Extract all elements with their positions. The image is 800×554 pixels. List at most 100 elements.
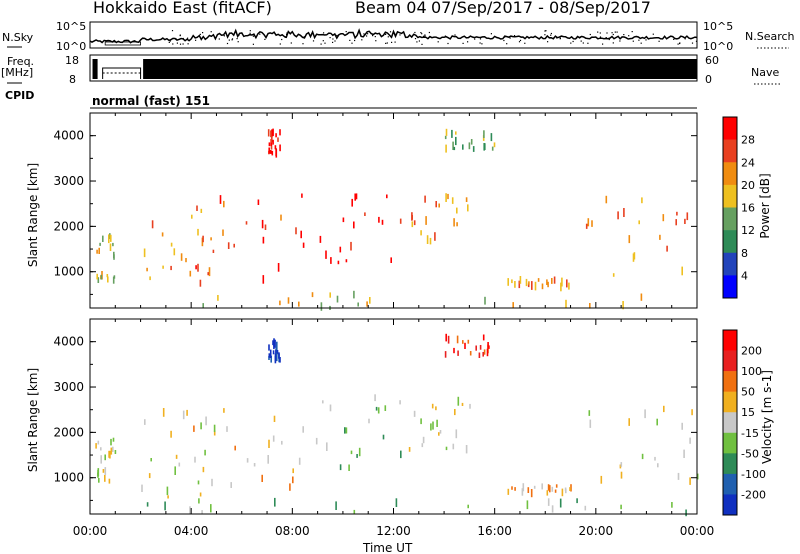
- nsearch-dot: [524, 42, 526, 44]
- echo-cell: [537, 278, 540, 282]
- echo-cell: [479, 345, 482, 350]
- nsearch-dot: [218, 38, 220, 40]
- echo-cell: [280, 214, 282, 221]
- echo-cell: [173, 248, 176, 256]
- nsearch-dot: [597, 31, 599, 33]
- x-tick-label: 12:00: [376, 524, 411, 538]
- echo-cell: [482, 334, 485, 341]
- echo-cell: [565, 488, 567, 494]
- echo-cell: [197, 480, 200, 485]
- echo-cell: [144, 419, 146, 425]
- nsearch-dot: [599, 36, 602, 38]
- echo-cell: [429, 237, 432, 245]
- echo-cell: [276, 353, 278, 362]
- echo-cell: [644, 409, 646, 419]
- echo-cell: [222, 229, 224, 236]
- echo-cell: [681, 266, 683, 276]
- echo-cell: [576, 498, 578, 504]
- echo-cell: [104, 467, 107, 475]
- freq-fill: [143, 59, 698, 79]
- nsearch-dot: [176, 42, 178, 44]
- echo-cell: [107, 276, 109, 283]
- nsearch-dot: [367, 33, 369, 35]
- echo-cell: [507, 488, 510, 495]
- y-tick-label: 1000: [53, 265, 84, 279]
- echo-cell: [420, 230, 422, 236]
- nsearch-dot: [182, 37, 184, 40]
- echo-cell: [686, 212, 689, 221]
- echo-cell: [315, 437, 318, 445]
- colorbar-segment: [723, 371, 737, 392]
- echo-cell: [345, 427, 348, 434]
- echo-cell: [268, 142, 271, 147]
- echo-cell: [452, 141, 454, 150]
- echo-cell: [528, 281, 530, 285]
- echo-cell: [467, 204, 469, 212]
- echo-cell: [656, 418, 658, 426]
- echo-cell: [452, 443, 455, 450]
- nave-tick-bottom: 0: [705, 73, 712, 86]
- echo-cell: [274, 497, 276, 507]
- nsearch-dot: [612, 33, 614, 36]
- echo-cell: [413, 410, 416, 417]
- echo-cell: [279, 357, 281, 363]
- echo-cell: [638, 220, 640, 225]
- nsearch-dot: [619, 40, 621, 42]
- colorbar-segment: [723, 162, 737, 186]
- beam-label: Beam 04: [355, 0, 427, 17]
- echo-cell: [112, 276, 115, 284]
- nsearch-dot: [414, 31, 416, 34]
- echo-cell: [561, 277, 563, 287]
- echo-cell: [357, 302, 359, 307]
- echo-cell: [628, 235, 631, 244]
- echo-cell: [587, 218, 590, 227]
- cpid-value: normal (fast) 151: [92, 94, 210, 108]
- echo-cell: [561, 488, 564, 497]
- nsearch-dot: [550, 32, 552, 35]
- echo-cell: [195, 265, 197, 270]
- echo-cell: [267, 455, 269, 464]
- echo-cell: [375, 406, 378, 411]
- echo-cell: [525, 278, 528, 287]
- echo-cell: [108, 478, 111, 484]
- nsearch-dot: [223, 35, 225, 37]
- echo-cell: [483, 130, 485, 138]
- nsearch-dot: [579, 36, 581, 38]
- echo-cell: [210, 237, 212, 241]
- echo-cell: [200, 422, 202, 430]
- echo-cell: [382, 434, 385, 440]
- echo-cell: [274, 145, 277, 150]
- echo-cell: [619, 464, 622, 469]
- echo-cell: [551, 486, 554, 492]
- echo-cell: [272, 350, 275, 355]
- echo-cell: [199, 492, 202, 497]
- echo-cell: [467, 339, 470, 344]
- nsearch-dot: [202, 32, 204, 34]
- nsearch-dot: [332, 38, 334, 40]
- nsearch-dot: [519, 39, 522, 41]
- nsearch-dot: [238, 34, 240, 36]
- colorbar-tick-label: 200: [741, 345, 762, 358]
- echo-cell: [337, 260, 340, 265]
- echo-cell: [149, 276, 151, 281]
- echo-cell: [207, 272, 209, 276]
- echo-cell: [568, 282, 570, 290]
- echo-cell: [368, 418, 370, 424]
- echo-cell: [213, 424, 216, 432]
- echo-cell: [264, 224, 267, 230]
- echo-cell: [180, 253, 183, 261]
- echo-cell: [384, 405, 387, 411]
- echo-cell: [198, 498, 200, 504]
- echo-cell: [191, 214, 193, 219]
- nsearch-dot: [287, 31, 290, 33]
- nsearch-dot: [608, 38, 610, 41]
- echo-cell: [547, 484, 550, 491]
- echo-cell: [223, 200, 225, 208]
- echo-cell: [430, 423, 432, 431]
- echo-cell: [230, 482, 232, 488]
- nave-tick-top: 60: [705, 54, 719, 67]
- nsearch-dot: [612, 42, 614, 44]
- echo-cell: [366, 301, 368, 307]
- nsky-trace: [89, 28, 698, 44]
- colorbar-tick-label: 24: [741, 156, 755, 169]
